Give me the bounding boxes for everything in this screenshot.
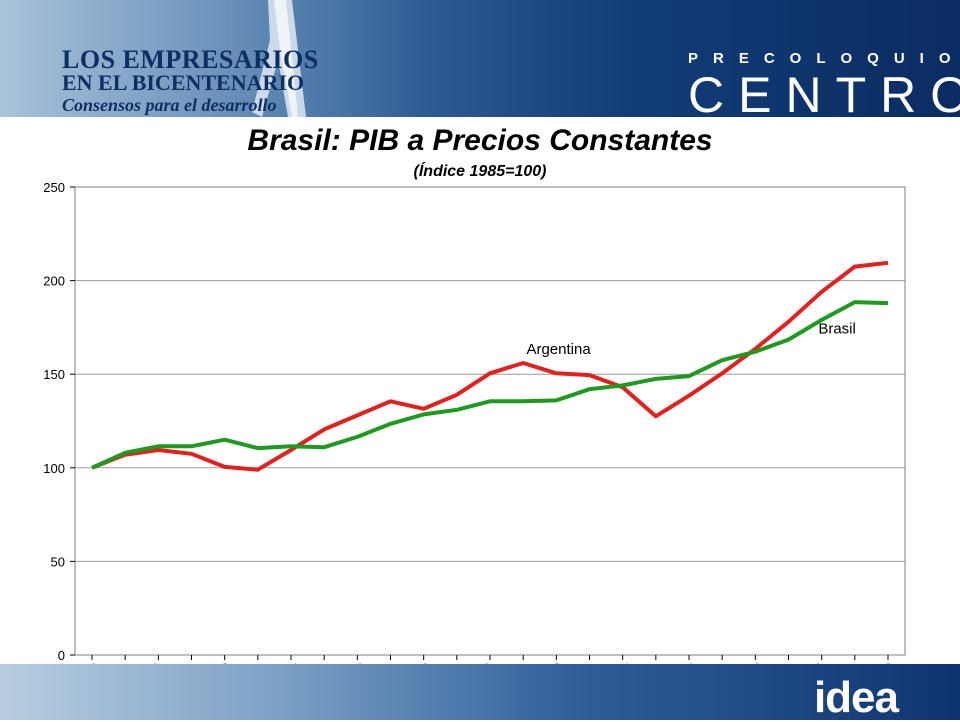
y-tick-labels: 0 50 100 150 200 250 (43, 180, 65, 663)
y-tick-label: 250 (43, 180, 65, 195)
series-labels: Argentina Brasil (526, 320, 855, 358)
grid-lines (75, 280, 905, 562)
plot-frame (74, 186, 906, 656)
header-banner: LOS EMPRESARIOS EN EL BICENTENARIO Conse… (0, 0, 960, 117)
chart-title: Brasil: PIB a Precios Constantes (247, 124, 713, 157)
ribbon-icon (252, 0, 306, 117)
left-logo-line3: Consensos para el desarrollo (62, 95, 277, 115)
footer-band (0, 664, 960, 720)
chart-subtitle: (Índice 1985=100) (413, 163, 547, 180)
left-logo: LOS EMPRESARIOS EN EL BICENTENARIO Conse… (62, 45, 319, 116)
series-label-argentina: Argentina (526, 341, 591, 358)
y-tick-label: 50 (51, 554, 65, 569)
left-logo-line1: LOS EMPRESARIOS (62, 45, 319, 74)
y-tick-label: 200 (43, 274, 65, 289)
series-line-argentina (91, 260, 889, 472)
y-tick-label: 0 (58, 648, 65, 663)
right-logo: PRECOLOQUIO CENTRO (688, 50, 960, 117)
axes (70, 186, 906, 660)
series-label-brasil: Brasil (818, 320, 856, 337)
series-lines (91, 260, 889, 472)
idea-logo: idea (813, 673, 899, 722)
y-tick-label: 100 (43, 461, 65, 476)
left-logo-line2: EN EL BICENTENARIO (62, 70, 305, 95)
y-tick-label: 150 (43, 367, 65, 382)
series-line-brasil (91, 300, 889, 470)
right-logo-line1: PRECOLOQUIO (688, 50, 960, 67)
right-logo-line2: CENTRO (688, 67, 960, 117)
